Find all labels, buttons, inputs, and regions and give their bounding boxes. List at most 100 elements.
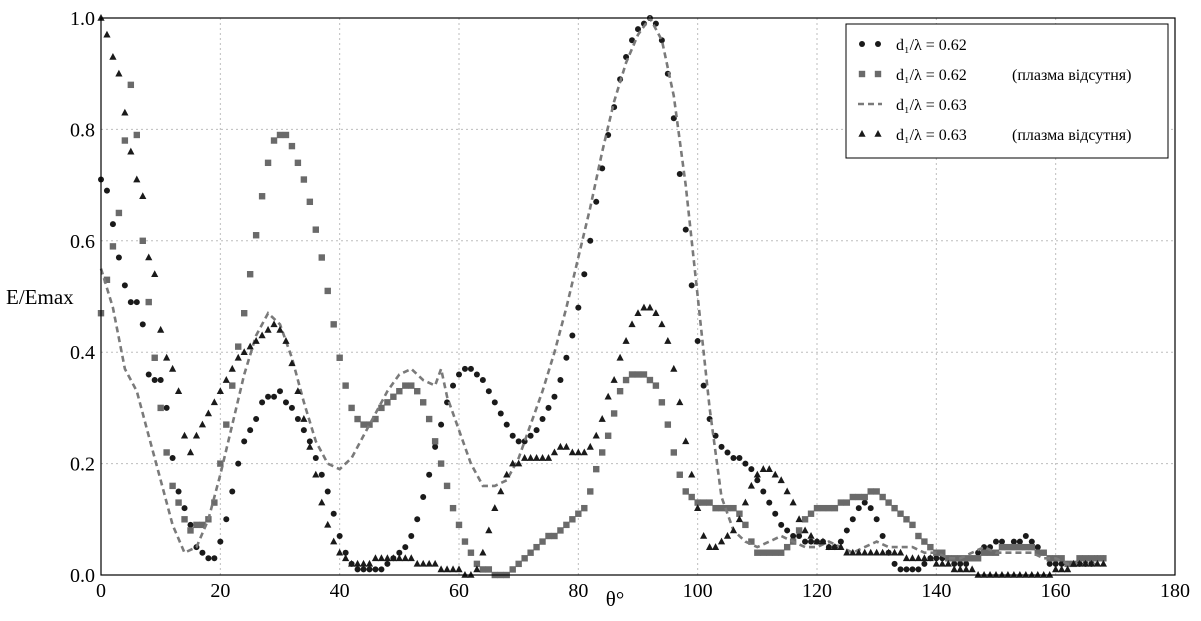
data-point	[1046, 560, 1053, 567]
data-point	[402, 544, 409, 551]
data-point	[503, 470, 511, 478]
legend-swatch	[875, 41, 881, 47]
data-point	[109, 52, 117, 60]
data-point	[372, 415, 379, 423]
data-point	[395, 554, 403, 562]
y-tick-label: 0.0	[70, 565, 95, 587]
data-point	[724, 449, 731, 456]
data-point	[157, 377, 164, 384]
data-point	[133, 175, 141, 183]
data-point	[378, 566, 385, 573]
data-point	[592, 431, 600, 439]
data-point	[491, 399, 498, 406]
data-point	[163, 353, 171, 361]
data-point	[449, 565, 457, 573]
data-point	[437, 565, 445, 573]
data-point	[259, 399, 266, 406]
data-point	[873, 548, 881, 556]
data-point	[610, 376, 618, 383]
data-point	[861, 548, 869, 556]
data-point	[443, 565, 451, 573]
data-point	[574, 448, 582, 456]
x-tick-label: 60	[449, 580, 469, 602]
data-point	[706, 499, 713, 506]
data-point	[772, 510, 779, 517]
data-point	[438, 421, 445, 428]
y-tick-label: 0.2	[70, 454, 95, 476]
data-point	[694, 504, 702, 511]
data-point	[103, 276, 111, 283]
y-tick-label: 0.8	[70, 119, 95, 141]
y-tick-label: 0.4	[70, 342, 95, 364]
data-point	[497, 410, 504, 417]
data-point	[432, 443, 439, 450]
data-point	[908, 554, 917, 562]
data-point	[539, 416, 546, 423]
data-point	[968, 565, 976, 573]
data-point	[789, 498, 797, 506]
data-point	[533, 427, 540, 434]
data-point	[718, 443, 725, 450]
data-point	[831, 543, 839, 550]
data-point	[324, 287, 331, 295]
data-point	[682, 437, 690, 445]
data-point	[1093, 559, 1102, 567]
data-point	[157, 404, 164, 412]
data-point	[599, 449, 606, 456]
data-point	[1034, 544, 1041, 551]
data-point	[933, 555, 940, 562]
data-point	[771, 470, 779, 478]
data-point	[103, 187, 110, 194]
data-point	[766, 549, 773, 556]
data-point	[187, 521, 194, 528]
data-point	[998, 538, 1005, 545]
data-point	[825, 543, 833, 550]
data-point	[342, 549, 349, 556]
data-point	[252, 337, 260, 344]
data-point	[837, 543, 845, 550]
data-point	[509, 566, 516, 573]
data-point	[109, 221, 116, 228]
data-point	[211, 499, 218, 506]
data-point	[646, 376, 654, 384]
data-point	[598, 415, 606, 422]
data-point	[139, 192, 147, 200]
data-point	[903, 566, 910, 573]
data-point	[735, 515, 744, 523]
data-point	[223, 516, 230, 523]
data-point	[891, 560, 898, 567]
data-point	[1034, 549, 1041, 556]
data-point	[921, 560, 928, 567]
data-point	[180, 431, 189, 439]
data-point	[121, 108, 129, 116]
x-tick-label: 0	[96, 580, 106, 602]
data-point	[640, 303, 648, 311]
data-point	[640, 371, 648, 378]
data-point	[557, 377, 564, 384]
data-point	[730, 455, 737, 462]
data-point	[652, 382, 660, 389]
data-point	[909, 521, 916, 529]
data-point	[467, 549, 475, 556]
data-point	[956, 565, 964, 573]
data-point	[169, 364, 177, 372]
data-point	[748, 466, 755, 473]
data-point	[1100, 555, 1107, 562]
data-point	[897, 510, 904, 517]
data-point	[234, 353, 242, 361]
data-point	[127, 147, 135, 155]
data-point	[993, 538, 999, 545]
data-point	[431, 438, 439, 445]
data-point	[312, 226, 319, 233]
data-point	[664, 337, 672, 344]
data-point	[121, 282, 128, 289]
data-point	[748, 538, 755, 545]
data-point	[741, 498, 749, 506]
data-point	[873, 488, 880, 495]
data-point	[193, 521, 200, 529]
data-point	[1081, 559, 1090, 567]
data-point	[825, 504, 833, 512]
data-point	[1022, 533, 1029, 540]
data-point	[306, 442, 314, 450]
